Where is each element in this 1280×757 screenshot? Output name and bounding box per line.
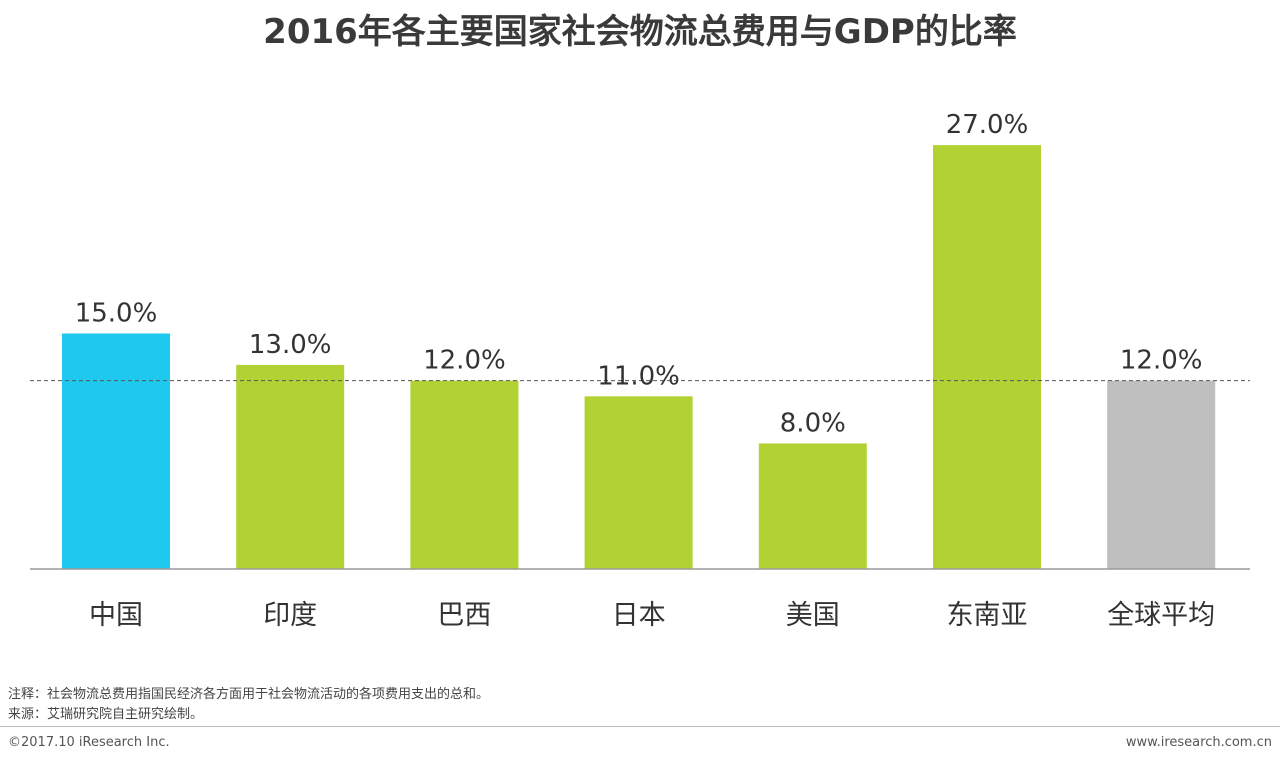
category-label-5: 东南亚 bbox=[947, 600, 1028, 631]
category-label-3: 日本 bbox=[612, 600, 666, 631]
category-label-4: 美国 bbox=[786, 600, 840, 631]
bar-0 bbox=[62, 333, 170, 569]
copyright-text: ©2017.10 iResearch Inc. bbox=[8, 735, 170, 750]
category-labels-layer: 中国 印度 巴西 日本 美国 东南亚 全球平均 bbox=[89, 600, 1215, 631]
bar-5 bbox=[933, 145, 1041, 569]
footnote-note: 注释：社会物流总费用指国民经济各方面用于社会物流活动的各项费用支出的总和。 bbox=[8, 687, 490, 702]
value-labels-layer: 15.0% 13.0% 12.0% 11.0% 8.0% 27.0% 12.0% bbox=[75, 110, 1203, 438]
value-label-0: 15.0% bbox=[75, 299, 158, 329]
bar-2 bbox=[410, 380, 519, 569]
category-label-2: 巴西 bbox=[437, 600, 491, 631]
footer-divider bbox=[0, 726, 1280, 727]
bar-3 bbox=[584, 396, 693, 569]
bar-1 bbox=[236, 364, 345, 569]
website-url: www.iresearch.com.cn bbox=[1125, 735, 1272, 750]
category-label-6: 全球平均 bbox=[1107, 600, 1215, 631]
bar-6 bbox=[1107, 380, 1216, 569]
value-label-6: 12.0% bbox=[1120, 346, 1203, 376]
bar-4 bbox=[758, 443, 867, 569]
value-label-3: 11.0% bbox=[597, 361, 680, 391]
value-label-2: 12.0% bbox=[423, 346, 506, 376]
chart-title: 2016年各主要国家社会物流总费用与GDP的比率 bbox=[263, 12, 1017, 52]
value-label-4: 8.0% bbox=[780, 408, 846, 438]
value-label-1: 13.0% bbox=[249, 330, 332, 360]
value-label-5: 27.0% bbox=[946, 110, 1029, 140]
category-label-1: 印度 bbox=[263, 600, 317, 631]
footnote-source: 来源：艾瑞研究院自主研究绘制。 bbox=[8, 707, 204, 722]
bar-chart: 15.0% 13.0% 12.0% 11.0% 8.0% 27.0% 12.0% 中国 印度 巴… bbox=[30, 110, 1250, 631]
category-label-0: 中国 bbox=[89, 600, 143, 631]
bars-layer bbox=[62, 145, 1216, 569]
